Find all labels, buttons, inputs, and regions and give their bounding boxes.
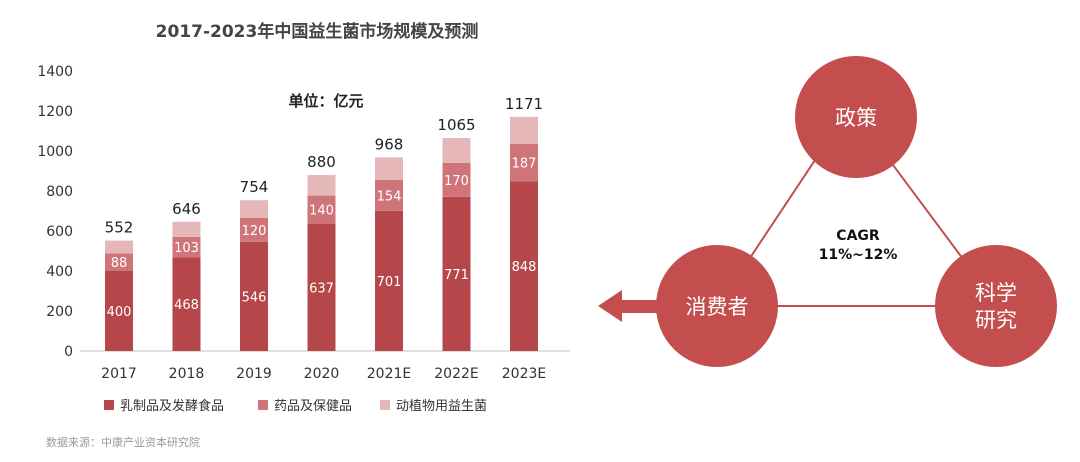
bar-segment [307, 195, 336, 224]
data-label: 170 [444, 174, 469, 189]
data-label: 637 [309, 281, 334, 296]
legend-swatch [380, 400, 390, 410]
bar-segment [240, 200, 268, 218]
total-label: 1065 [437, 116, 475, 134]
node-policy-label: 政策 [835, 106, 877, 130]
bar-segment [375, 210, 403, 351]
node-consumer [656, 245, 778, 367]
source-note: 数据来源：中康产业资本研究院 [46, 436, 200, 449]
bar-segment [510, 116, 538, 144]
total-label: 1171 [505, 95, 543, 113]
bar-segment [240, 217, 268, 242]
y-tick-label: 1000 [37, 144, 73, 160]
x-tick-labels: 2017 2018 2019 2020 2021E 2022E 2023E [101, 366, 546, 382]
legend: 乳制品及发酵食品 药品及保健品 动植物用益生菌 [104, 398, 487, 414]
x-tick-label: 2020 [304, 366, 340, 382]
y-tick-labels: 0 200 400 600 800 1000 1200 1400 [37, 64, 73, 360]
chart-title: 2017-2023年中国益生菌市场规模及预测 [156, 21, 479, 42]
bars: 400 88 552 468 103 646 546 120 754 637 140 880 701 15… [105, 95, 543, 351]
y-tick-label: 400 [46, 264, 73, 280]
bar-segment [510, 181, 538, 351]
node-research [935, 245, 1057, 367]
y-tick-label: 600 [46, 224, 73, 240]
legend-label: 药品及保健品 [274, 399, 352, 414]
y-tick-label: 200 [46, 304, 73, 320]
x-tick-label: 2021E [367, 366, 411, 382]
bar-segment [172, 257, 201, 351]
node-research-label-line2: 研究 [975, 308, 1017, 332]
data-label: 154 [377, 189, 402, 204]
bar-segment [105, 253, 133, 271]
bar-segment [375, 157, 403, 180]
y-tick-label: 1200 [37, 104, 73, 120]
stacked-bar-chart: 2017-2023年中国益生菌市场规模及预测 单位：亿元 0 200 400 600 8… [37, 21, 570, 414]
node-policy [795, 56, 917, 178]
data-label: 468 [174, 298, 199, 313]
unit-note: 单位：亿元 [288, 92, 363, 110]
data-label: 187 [512, 157, 537, 172]
legend-swatch [258, 400, 268, 410]
bar-segment [375, 180, 403, 211]
data-label: 848 [512, 260, 537, 275]
node-research-label-line1: 科学 [975, 281, 1017, 305]
bar-segment [442, 196, 471, 351]
y-tick-label: 1400 [37, 64, 73, 80]
legend-label: 动植物用益生菌 [396, 399, 487, 414]
data-label: 88 [111, 256, 128, 271]
bar-segment [307, 175, 336, 196]
node-consumer-label: 消费者 [686, 295, 749, 319]
legend-label: 乳制品及发酵食品 [120, 398, 224, 414]
bar-segment [240, 241, 268, 351]
total-label: 552 [105, 219, 134, 237]
total-label: 754 [240, 178, 269, 196]
bar-segment [172, 236, 201, 258]
bar-segment [307, 223, 336, 351]
bar-segment [442, 162, 471, 197]
data-label: 103 [174, 241, 199, 256]
y-tick-label: 0 [64, 344, 73, 360]
total-label: 880 [307, 153, 336, 171]
bar-segment [442, 138, 471, 163]
legend-swatch [104, 400, 114, 410]
data-label: 400 [107, 305, 132, 320]
x-tick-label: 2022E [434, 366, 478, 382]
x-tick-label: 2018 [169, 366, 205, 382]
x-tick-label: 2019 [236, 366, 272, 382]
x-tick-label: 2017 [101, 366, 137, 382]
bar-segment [172, 221, 201, 237]
data-label: 120 [242, 224, 267, 239]
left-arrow-icon [598, 290, 664, 322]
data-label: 771 [444, 268, 469, 283]
y-tick-label: 800 [46, 184, 73, 200]
cagr-value: 11%~12% [819, 247, 898, 263]
bar-segment [105, 240, 133, 254]
bar-segment [510, 144, 538, 182]
growth-drivers-diagram: 政策 消费者 科学 研究 CAGR 11%~12% [598, 56, 1057, 367]
data-label: 546 [242, 290, 267, 305]
cagr-label: CAGR [836, 228, 880, 244]
bar-segment [105, 271, 133, 351]
total-label: 968 [375, 135, 404, 153]
x-tick-label: 2023E [502, 366, 546, 382]
data-label: 701 [377, 275, 402, 290]
total-label: 646 [172, 200, 201, 218]
data-label: 140 [309, 204, 334, 219]
